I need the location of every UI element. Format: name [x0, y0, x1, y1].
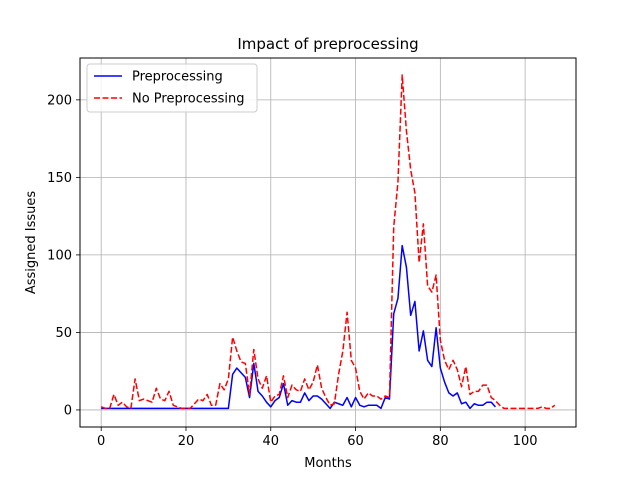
grid	[80, 58, 576, 427]
series-line-preprocessing	[101, 244, 497, 410]
ticks: 0 20 40 60 80 100 0 50 100 150 200	[47, 93, 537, 449]
y-axis-label: Assigned Issues	[24, 191, 39, 295]
series-layer	[100, 74, 556, 410]
x-axis-label: Months	[304, 456, 352, 471]
x-tick-label: 0	[97, 434, 105, 449]
plot-frame	[79, 57, 577, 428]
chart-title: Impact of preprocessing	[237, 35, 418, 53]
x-tick-label: 80	[432, 434, 449, 449]
x-tick-label: 40	[262, 434, 279, 449]
y-tick-label: 150	[47, 171, 72, 186]
x-tick-label: 100	[513, 434, 538, 449]
legend: Preprocessing No Preprocessing	[86, 63, 258, 113]
y-tick-label: 0	[64, 403, 72, 418]
legend-label: Preprocessing	[132, 70, 223, 85]
y-tick-label: 200	[47, 93, 72, 108]
y-tick-label: 100	[47, 248, 72, 263]
legend-label: No Preprocessing	[132, 92, 245, 107]
x-tick-label: 20	[178, 434, 195, 449]
x-tick-label: 60	[347, 434, 364, 449]
series-line-no-preprocessing	[100, 74, 556, 410]
y-tick-label: 50	[55, 326, 72, 341]
legend-box	[86, 63, 258, 113]
